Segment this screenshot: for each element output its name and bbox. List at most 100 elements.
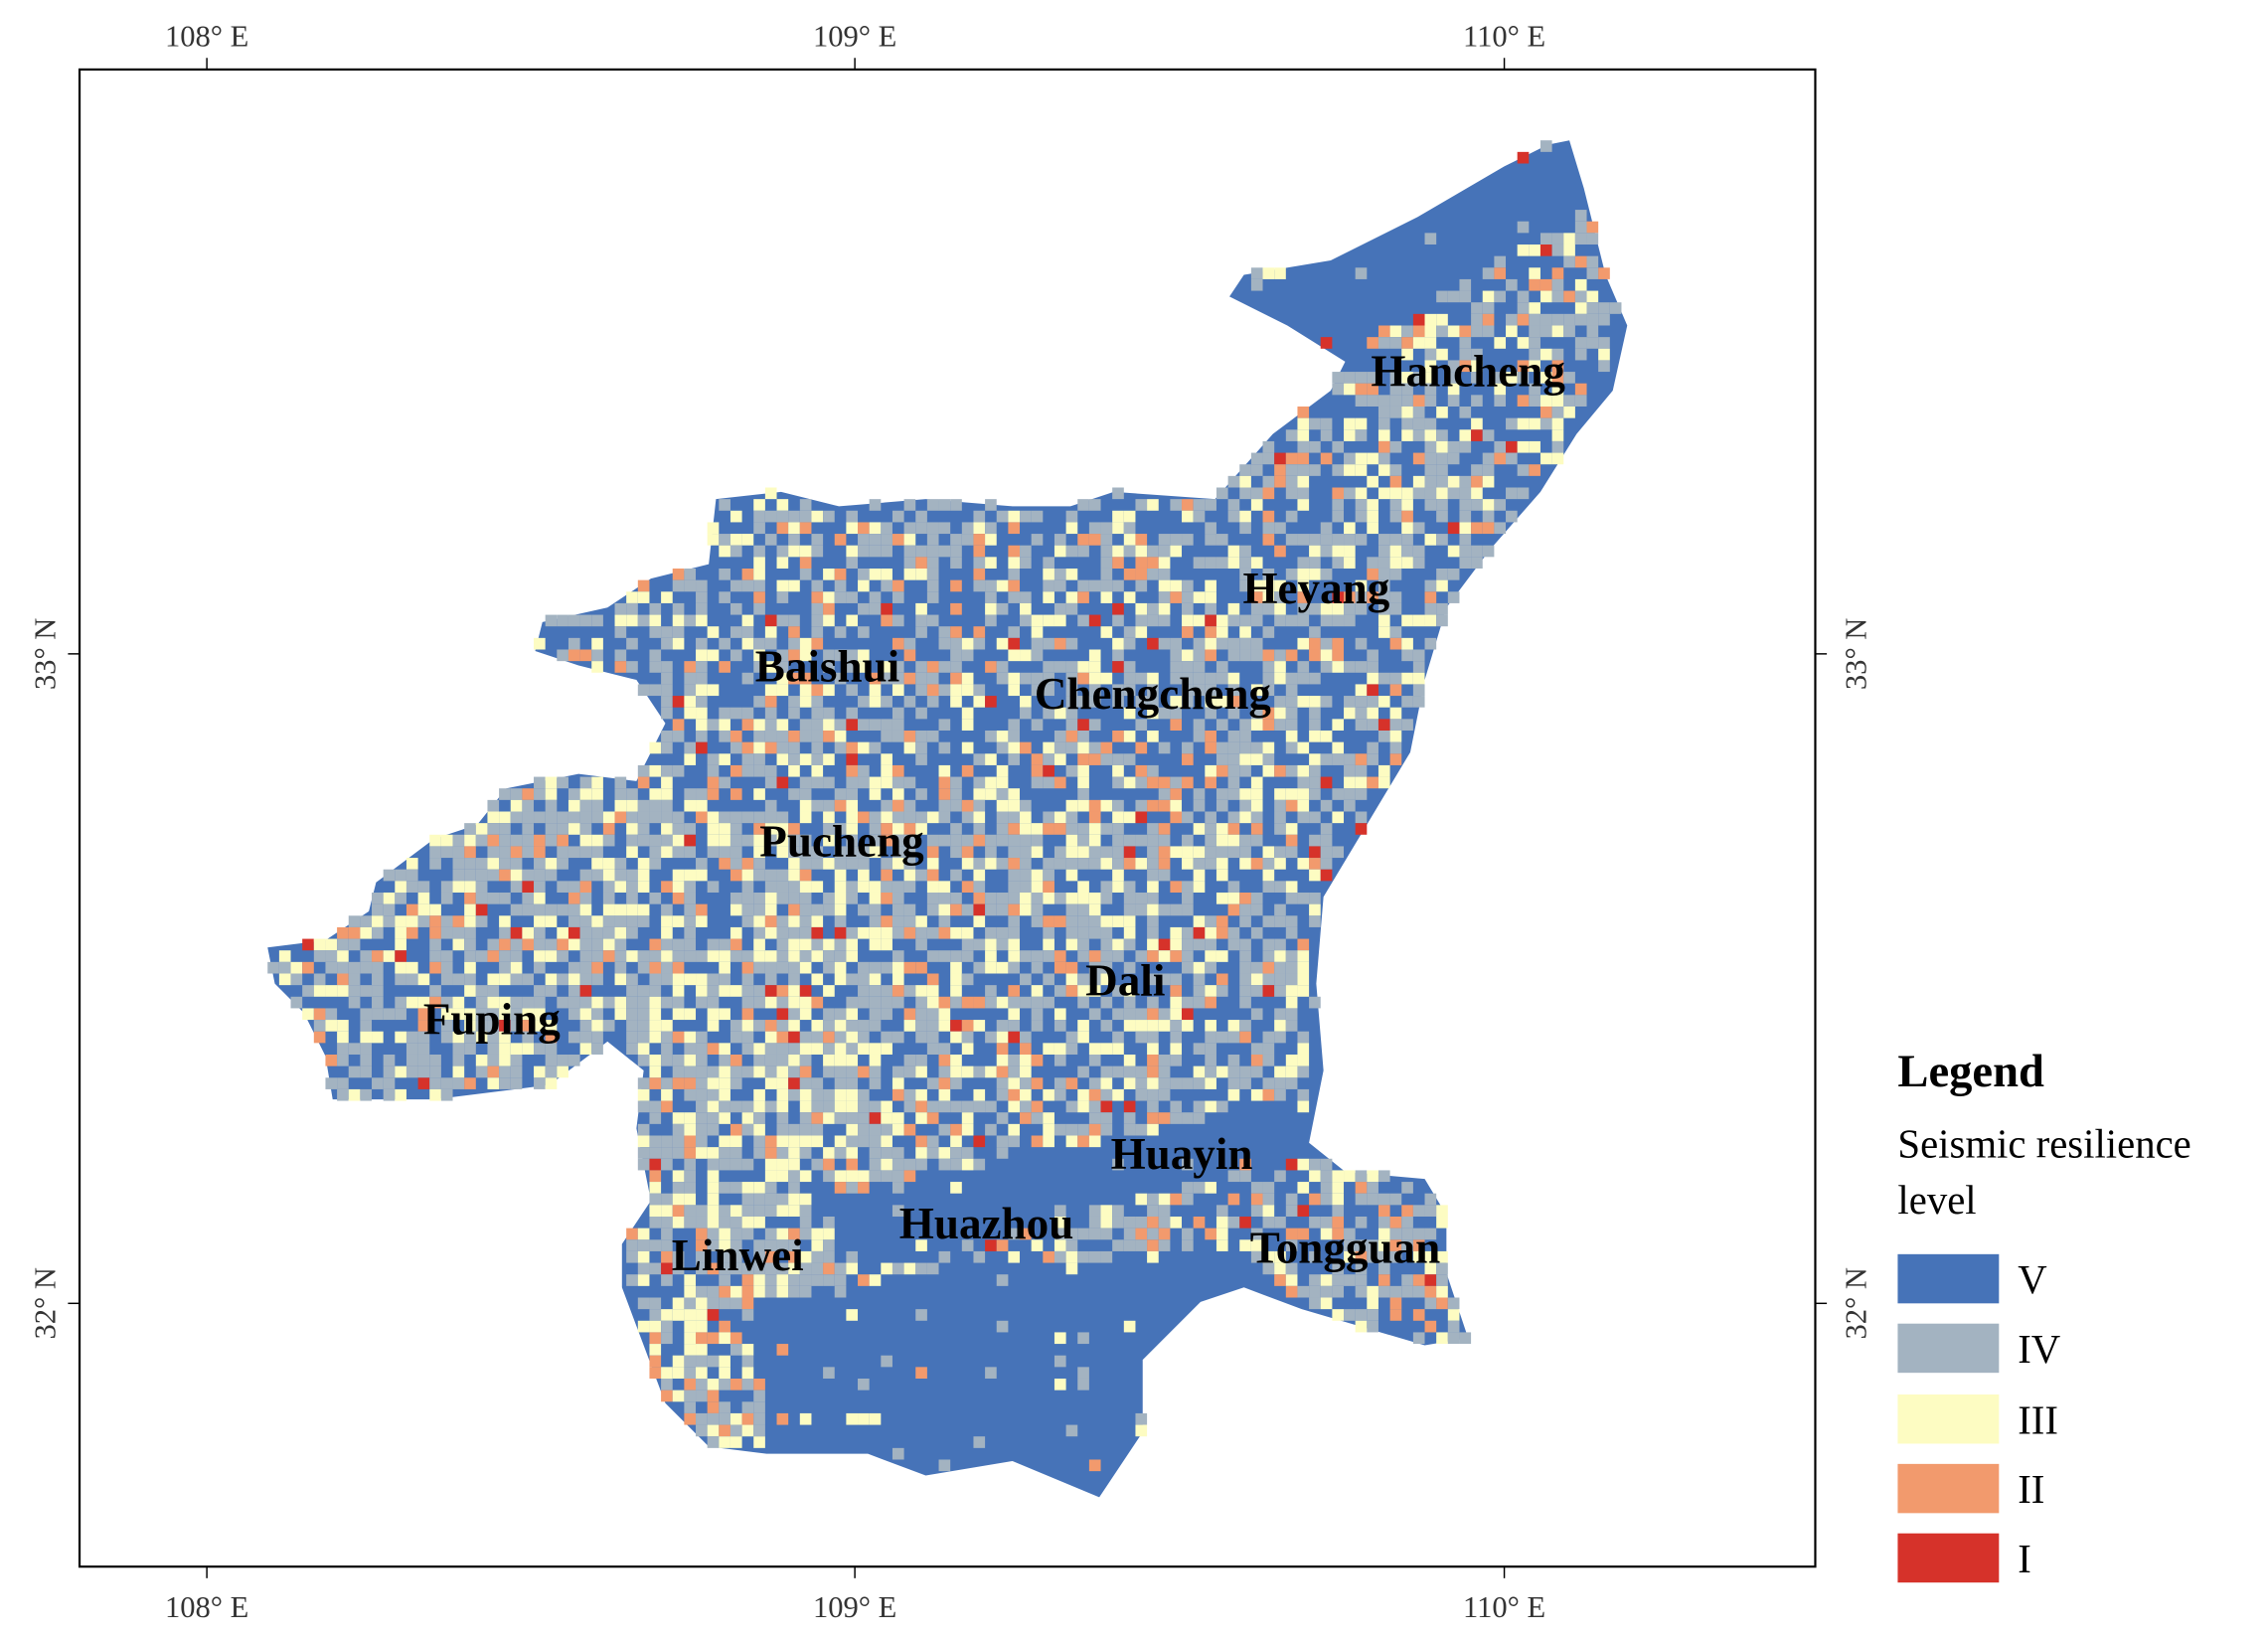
raster-cell (429, 996, 441, 1009)
raster-cell (1205, 996, 1216, 1009)
raster-cell (834, 788, 847, 800)
raster-cell (696, 1054, 708, 1066)
raster-cell (1309, 892, 1321, 904)
raster-cell (1309, 1216, 1321, 1229)
raster-cell (996, 1031, 1009, 1044)
raster-cell (1112, 649, 1124, 662)
raster-cell (1262, 753, 1275, 765)
raster-cell (1112, 696, 1124, 708)
raster-cell (1344, 372, 1356, 384)
raster-cell (534, 938, 546, 951)
raster-cell (950, 1135, 962, 1148)
raster-cell (1309, 1274, 1321, 1286)
raster-cell (1551, 429, 1564, 441)
raster-cell (834, 799, 847, 812)
raster-cell (1574, 233, 1587, 245)
raster-cell (1020, 591, 1032, 603)
raster-cell (973, 823, 986, 835)
raster-cell (1517, 290, 1530, 303)
raster-cell (1205, 1077, 1216, 1089)
raster-cell (1297, 696, 1310, 708)
raster-cell (846, 788, 859, 800)
raster-cell (915, 915, 927, 927)
raster-cell (1065, 510, 1078, 523)
raster-cell (985, 938, 997, 951)
raster-cell (707, 996, 720, 1009)
raster-cell (741, 1309, 754, 1321)
raster-cell (1412, 1332, 1425, 1345)
raster-cell (1274, 1020, 1286, 1032)
raster-cell (753, 846, 765, 859)
raster-cell (858, 1123, 870, 1136)
raster-cell (661, 637, 673, 650)
raster-cell (1320, 834, 1333, 847)
raster-cell (1424, 452, 1437, 465)
raster-cell (1170, 649, 1183, 662)
raster-cell (1367, 1239, 1378, 1251)
raster-cell (707, 1020, 720, 1032)
raster-cell (1215, 764, 1228, 777)
raster-cell (1344, 464, 1356, 476)
raster-cell (973, 1158, 986, 1171)
raster-cell (891, 1088, 904, 1101)
raster-cell (1459, 278, 1472, 291)
raster-cell (1239, 522, 1251, 535)
raster-cell (626, 1008, 638, 1021)
raster-cell (1193, 1112, 1206, 1124)
raster-cell (452, 1043, 465, 1055)
raster-cell (1065, 823, 1078, 835)
raster-cell (649, 938, 662, 951)
raster-cell (1227, 834, 1240, 847)
raster-cell (567, 1008, 580, 1021)
raster-cell (891, 996, 904, 1009)
raster-cell (938, 950, 951, 962)
raster-cell (1262, 915, 1275, 927)
raster-cell (1147, 707, 1159, 720)
raster-cell (996, 834, 1009, 847)
raster-cell (858, 741, 870, 754)
raster-cell (1389, 372, 1402, 384)
raster-cell (788, 938, 800, 951)
raster-cell (579, 926, 592, 939)
raster-cell (510, 846, 523, 859)
raster-cell (452, 834, 465, 847)
raster-cell (915, 568, 927, 580)
raster-cell (372, 985, 384, 997)
raster-cell (776, 1123, 789, 1136)
raster-cell (741, 1401, 754, 1413)
raster-cell (1424, 417, 1437, 430)
raster-cell (1482, 522, 1495, 535)
raster-cell (707, 973, 720, 986)
raster-cell (348, 1065, 361, 1078)
raster-cell (440, 926, 453, 939)
raster-cell (869, 996, 882, 1009)
raster-cell (1227, 557, 1240, 569)
raster-cell (475, 996, 488, 1009)
raster-cell (1494, 290, 1507, 303)
raster-cell (1065, 1043, 1078, 1055)
raster-cell (1077, 881, 1089, 893)
raster-cell (1274, 475, 1286, 488)
raster-cell (741, 534, 754, 546)
raster-cell (1031, 1077, 1044, 1089)
raster-cell (961, 1043, 974, 1055)
raster-cell (776, 1262, 789, 1275)
raster-cell (1008, 591, 1021, 603)
raster-cell (1147, 1205, 1159, 1217)
raster-cell (869, 741, 882, 754)
raster-cell (1517, 244, 1530, 256)
raster-cell (858, 661, 870, 673)
raster-cell (719, 823, 730, 835)
raster-cell (996, 1112, 1009, 1124)
raster-cell (858, 1020, 870, 1032)
raster-cell (1020, 950, 1032, 962)
raster-cell (696, 1344, 708, 1356)
raster-cell (811, 1077, 824, 1089)
raster-cell (1088, 499, 1101, 511)
raster-cell (464, 892, 476, 904)
raster-cell (938, 1020, 951, 1032)
raster-cell (823, 776, 835, 789)
raster-cell (891, 579, 904, 592)
raster-cell (950, 1182, 962, 1194)
